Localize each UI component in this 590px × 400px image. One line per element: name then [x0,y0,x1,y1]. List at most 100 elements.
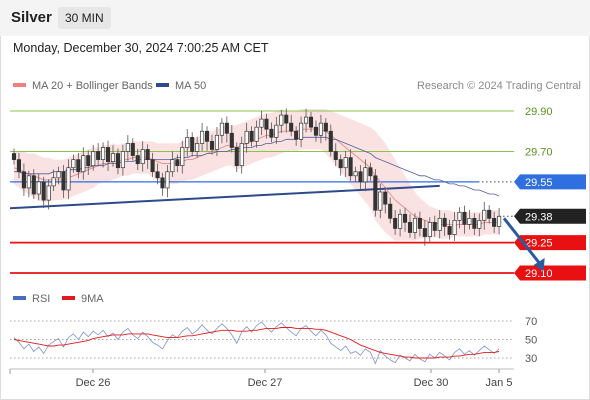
candle [160,177,165,189]
candle [229,132,234,148]
candle [452,220,457,235]
rsi-line [13,321,500,365]
candle [205,130,210,142]
legend-bollinger: MA 20 + Bollinger Bands [13,80,153,92]
candle [492,217,497,227]
price-tag-support [514,265,586,281]
candle [26,175,31,189]
candle [383,191,388,205]
candle [200,130,205,144]
candle [125,143,130,152]
candles [11,108,502,246]
candle [368,167,373,177]
price-level-label: 29.90 [525,106,553,118]
candle [403,213,408,223]
ma50-swatch [156,83,169,88]
interval-button[interactable]: 30 MIN [58,7,111,29]
candle [150,159,155,173]
candle [101,147,106,160]
bollinger-band [14,109,500,241]
price-level-label: 29.38 [525,211,553,223]
candle [86,155,91,167]
candle [180,147,185,167]
candle [190,136,195,152]
rsi-swatch [13,296,26,301]
candle [343,157,348,169]
candle [81,155,86,173]
candle [279,114,284,126]
candle [378,191,383,211]
candle [41,181,46,201]
candle [234,147,239,167]
candle [76,159,81,173]
price-tag-support [514,235,586,251]
bollinger-swatch [13,83,26,88]
legend-rsi: RSI [13,293,50,305]
candle [130,143,135,156]
candle [353,171,358,177]
candle [269,128,274,138]
legend-rsi-label: RSI [32,293,51,305]
forecast-arrow [502,217,543,267]
candle [115,153,121,169]
candle [264,118,269,130]
candle [21,171,26,189]
candle [328,130,333,152]
candle [338,159,343,169]
candle [407,222,413,233]
candle [462,211,467,225]
candle [96,151,101,160]
candle [358,171,363,183]
candle [294,130,299,140]
candle [457,211,462,221]
candle [313,126,319,136]
candle [16,159,22,173]
x-axis-label: Dec 26 [76,377,111,389]
candle [214,134,220,150]
candle [497,215,502,227]
chart-header: Silver 30 MIN [0,0,590,36]
candle [31,175,36,195]
candle [333,151,338,160]
candle [46,185,51,201]
candle [289,122,294,132]
candle [105,147,111,162]
candle [61,171,66,191]
candle [308,116,314,128]
candle [36,181,41,195]
candle [224,122,229,134]
candle [249,130,254,142]
candle [66,167,71,191]
rsi-tick-label: 70 [525,316,537,328]
candle [472,217,477,229]
candle [487,209,492,219]
x-axis-label: Dec 27 [248,377,283,389]
candle [56,171,61,179]
trendline [9,184,440,210]
candle [140,149,145,165]
candle [209,141,215,150]
candle [417,217,422,229]
price-tag-pivot [514,174,586,190]
candle [170,159,175,173]
candle [442,217,447,227]
candle [71,159,76,169]
rsi-ma9-line [13,327,500,359]
candle [323,122,328,132]
candle [254,126,259,142]
candle [259,118,264,128]
candle [412,217,418,233]
candle [165,171,170,189]
timestamp: Monday, December 30, 2024 7:00:25 AM CET [13,41,269,55]
rsi-ma9-swatch [62,296,75,301]
x-axis-label: Jan 5 [486,377,513,389]
candle [467,217,472,225]
legend-ma50-label: MA 50 [175,80,207,92]
candle [482,209,487,221]
candle [244,130,249,144]
price-level-label: 29.70 [525,147,553,159]
candle [437,217,442,231]
rsi-tick-label: 30 [525,353,537,365]
candle [393,217,398,229]
